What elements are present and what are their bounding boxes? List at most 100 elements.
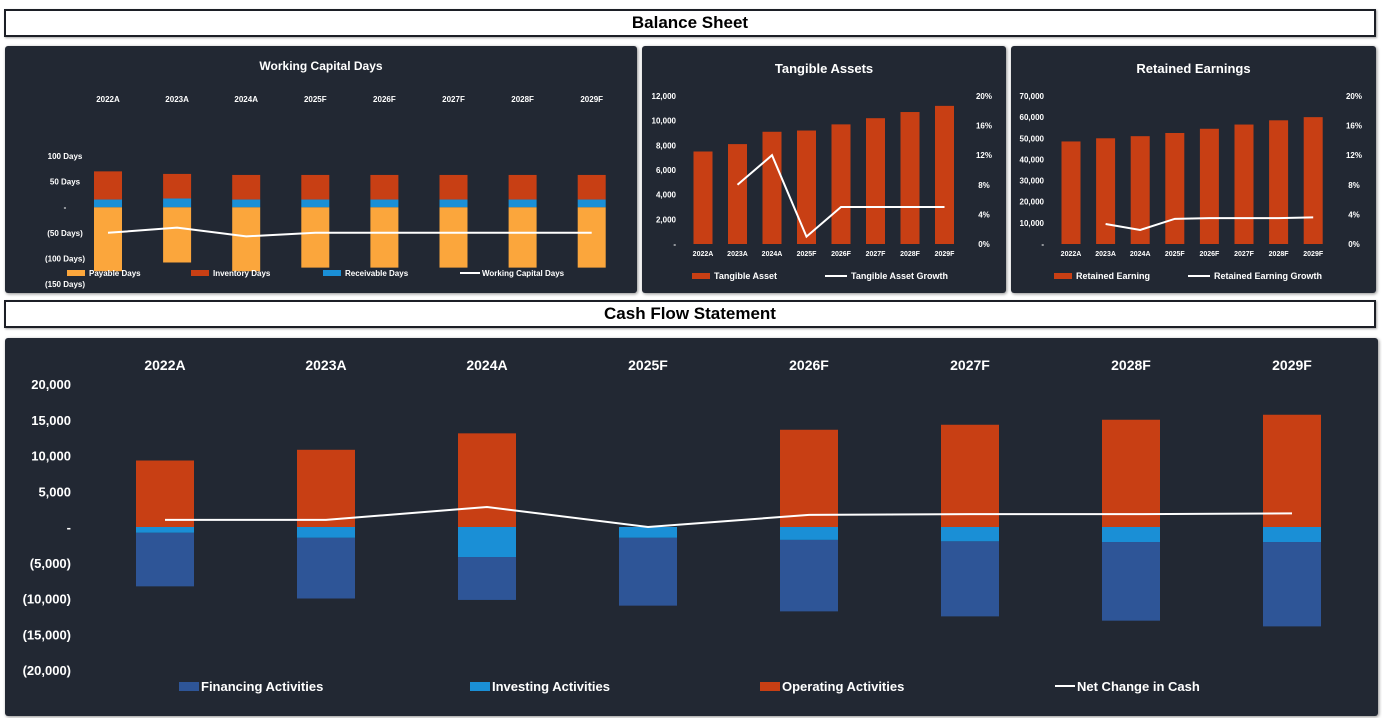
value-bar: [797, 130, 816, 244]
x-tick-label: 2028F: [1269, 251, 1290, 258]
x-tick-label: 2029F: [1303, 251, 1324, 258]
value-bar: [900, 112, 920, 245]
retained-earnings-chart: Retained Earnings 70,000 60,000 50,000 40,00…: [1020, 61, 1362, 281]
legend-swatch: [470, 682, 490, 691]
financing-activities-bar: [297, 537, 355, 599]
x-tick-label: 2023A: [1095, 251, 1116, 258]
payable-days-bar: [439, 207, 468, 268]
y2-tick-label: 16%: [1346, 122, 1362, 131]
x-tick-label: 2028F: [900, 251, 921, 258]
inventory-days-bar: [301, 174, 330, 200]
y-tick-label: 20,000: [31, 377, 71, 392]
y-tick-label: -: [1041, 240, 1044, 249]
x-tick-label: 2029F: [935, 251, 956, 258]
growth-line: [1105, 216, 1314, 231]
financing-activities-bar: [458, 557, 516, 600]
x-tick-label: 2023A: [727, 251, 748, 258]
operating-activities-bar: [780, 429, 838, 527]
x-tick-label: 2027F: [950, 357, 990, 373]
net-change-in-cash-line: [165, 505, 1293, 529]
y2-tick-label: 4%: [1348, 210, 1360, 219]
legend-label: Operating Activities: [782, 679, 904, 694]
inventory-days-bar: [508, 174, 537, 200]
operating-activities-bar: [136, 460, 194, 527]
legend-swatch: [692, 273, 710, 279]
x-tick-label: 2023A: [305, 357, 346, 373]
y-tick-label: 10,000: [652, 117, 677, 126]
y-tick-label: -: [64, 203, 67, 212]
x-tick-label: 2029F: [1272, 357, 1312, 373]
legend-label: Retained Earning Growth: [1214, 271, 1322, 281]
investing-activities-bar: [619, 527, 677, 538]
investing-activities-bar: [780, 527, 838, 540]
legend-swatch: [67, 270, 85, 276]
financing-activities-bar: [941, 541, 999, 617]
y-tick-label: 30,000: [1020, 177, 1045, 186]
y-tick-label: 10,000: [1020, 219, 1045, 228]
y2-tick-label: 8%: [1348, 181, 1360, 190]
x-tick-label: 2024A: [234, 95, 258, 104]
x-tick-label: 2025F: [628, 357, 668, 373]
payable-days-bar: [508, 207, 537, 268]
legend-swatch: [179, 682, 199, 691]
y-tick-label: -: [67, 520, 71, 535]
payable-days-bar: [163, 207, 192, 263]
x-tick-label: 2026F: [831, 251, 852, 258]
legend-swatch: [191, 270, 209, 276]
inventory-days-bar: [163, 173, 192, 199]
x-tick-label: 2028F: [1111, 357, 1151, 373]
investing-activities-bar: [1263, 527, 1321, 543]
x-tick-label: 2029F: [580, 95, 603, 104]
x-tick-label: 2028F: [511, 95, 534, 104]
receivable-days-bar: [439, 199, 468, 208]
working-capital-days-line: [107, 226, 592, 238]
y-tick-label: (10,000): [23, 592, 71, 607]
payable-days-bar: [577, 207, 606, 268]
operating-activities-bar: [941, 424, 999, 527]
y-tick-label: 6,000: [656, 166, 677, 175]
tangible-assets-panel: Tangible Assets 12,000 10,000 8,000 6,000 4,0…: [642, 46, 1006, 293]
y2-tick-label: 12%: [976, 151, 992, 160]
y2-tick-label: 4%: [978, 210, 990, 219]
payable-days-bar: [94, 207, 122, 272]
investing-activities-bar: [458, 527, 516, 558]
cash-flow-chart: 2022A 2023A 2024A 2025F 2026F 2027F 2028F 2029F…: [23, 357, 1321, 694]
y-tick-label: 12,000: [652, 92, 677, 101]
y-tick-label: (20,000): [23, 663, 71, 678]
legend-label: Tangible Asset: [714, 271, 777, 281]
value-bar: [1096, 138, 1116, 244]
retained-earnings-panel: Retained Earnings 70,000 60,000 50,000 40,00…: [1011, 46, 1376, 293]
tangible-assets-chart: Tangible Assets 12,000 10,000 8,000 6,000 4,0…: [652, 61, 992, 281]
value-bar: [762, 131, 782, 244]
y2-tick-label: 8%: [978, 181, 990, 190]
investing-activities-bar: [941, 527, 999, 542]
x-tick-label: 2027F: [1234, 251, 1255, 258]
x-tick-label: 2027F: [442, 95, 465, 104]
operating-activities-bar: [1263, 414, 1321, 527]
investing-activities-bar: [297, 527, 355, 538]
value-bar: [1165, 133, 1185, 244]
operating-activities-bar: [297, 449, 355, 527]
y-tick-label: (5,000): [30, 556, 71, 571]
y2-tick-label: 0%: [1348, 240, 1360, 249]
x-tick-label: 2022A: [1061, 251, 1082, 258]
legend-label: Payable Days: [89, 269, 141, 278]
financing-activities-bar: [136, 532, 194, 587]
cash-flow-title: Cash Flow Statement: [4, 300, 1376, 328]
legend-label: Net Change in Cash: [1077, 679, 1200, 694]
financing-activities-bar: [619, 537, 677, 606]
investing-activities-bar: [1102, 527, 1160, 543]
y-tick-label: 4,000: [656, 191, 677, 200]
value-bar: [1061, 141, 1081, 244]
inventory-days-bar: [439, 174, 468, 200]
cash-flow-panel: 2022A 2023A 2024A 2025F 2026F 2027F 2028F 2029F…: [5, 338, 1378, 716]
financing-activities-bar: [780, 539, 838, 612]
payable-days-bar: [232, 207, 261, 272]
x-tick-label: 2024A: [762, 251, 783, 258]
receivable-days-bar: [508, 199, 537, 208]
value-bar: [1234, 124, 1254, 244]
value-bar: [1303, 117, 1323, 244]
y-tick-label: 70,000: [1020, 92, 1045, 101]
receivable-days-bar: [232, 199, 261, 208]
investing-activities-bar: [136, 527, 194, 533]
